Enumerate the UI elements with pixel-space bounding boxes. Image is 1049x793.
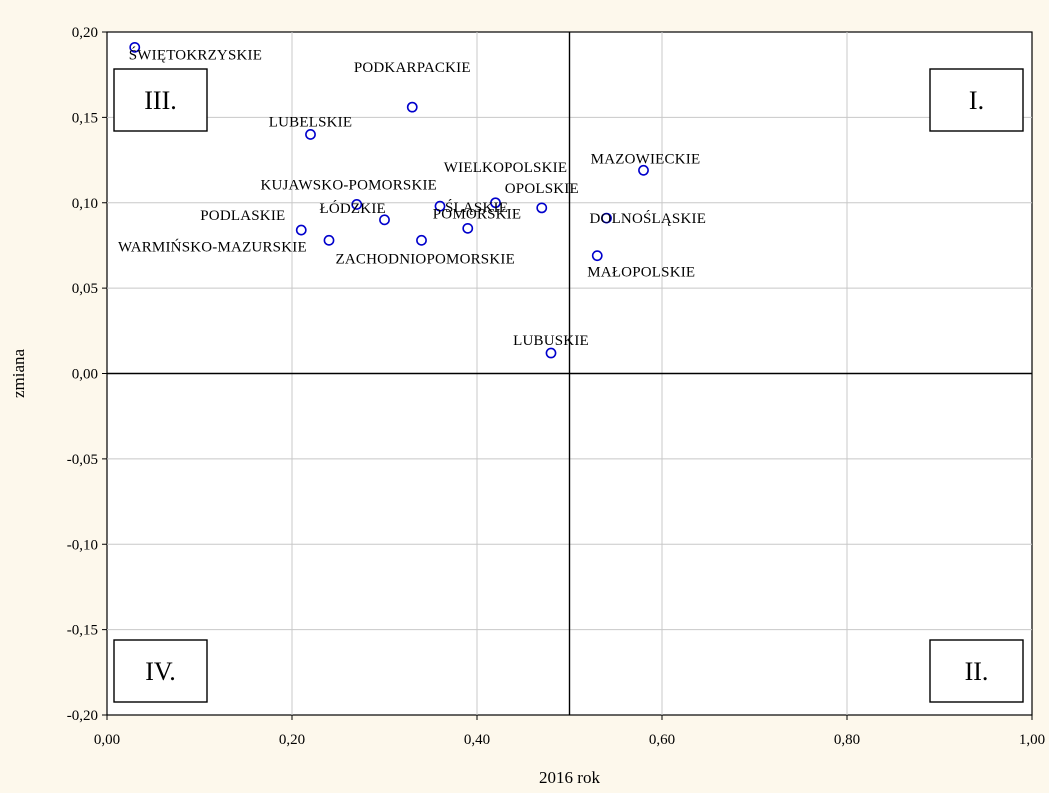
- y-tick-label: -0,10: [67, 537, 98, 553]
- point-label: WARMIŃSKO-MAZURSKIE: [118, 238, 307, 255]
- x-tick-label: 0,80: [834, 732, 860, 748]
- point-label: MAZOWIECKIE: [591, 151, 701, 167]
- data-point: [536, 202, 548, 214]
- data-point: [295, 224, 307, 236]
- x-tick-label: 0,00: [94, 732, 120, 748]
- point-label: DOLNOŚLĄSKIE: [590, 210, 707, 227]
- data-point: [462, 222, 474, 234]
- quadrant-label: II.: [965, 657, 989, 686]
- x-axis-title: 2016 rok: [539, 768, 600, 787]
- y-axis-title: zmiana: [9, 349, 28, 399]
- y-tick-label: 0,05: [72, 281, 98, 297]
- point-labels: ŚWIĘTOKRZYSKIE PODKARPACKIE LUBELSKIE MAZOW…: [118, 46, 706, 349]
- x-tick-label: 1,00: [1019, 732, 1045, 748]
- quadrant-frame: [113, 639, 208, 703]
- quadrant-label: I.: [969, 86, 984, 115]
- point-label: PODKARPACKIE: [354, 60, 471, 76]
- data-point: [379, 214, 390, 226]
- data-point: [351, 199, 363, 210]
- point-label: ŚLĄSKIE: [445, 199, 508, 216]
- y-tick-label: 0,00: [72, 367, 98, 383]
- quadrant-frame: [929, 68, 1024, 132]
- point-label: ŁÓDZKIE: [320, 200, 386, 217]
- y-tick-label: -0,20: [67, 708, 98, 724]
- data-point: [406, 101, 418, 113]
- point-label: MAŁOPOLSKIE: [587, 265, 695, 281]
- data-point: [323, 234, 335, 246]
- point-label: ZACHODNIOPOMORSKIE: [336, 251, 515, 267]
- x-tick-label: 0,40: [464, 732, 490, 748]
- quadrant-frame: [929, 639, 1024, 703]
- quadrant-labels: I. II. III. IV.: [113, 68, 1024, 703]
- point-label: ŚWIĘTOKRZYSKIE: [129, 46, 262, 63]
- y-tick-label: 0,15: [72, 110, 98, 126]
- quadrant-box: III.: [113, 68, 208, 132]
- quadrant-box: II.: [929, 639, 1024, 703]
- data-point: [591, 250, 603, 262]
- point-label: KUJAWSKO-POMORSKIE: [260, 177, 437, 193]
- point-label: PODLASKIE: [200, 208, 285, 224]
- quadrant-box: I.: [929, 68, 1024, 132]
- point-label: WIELKOPOLSKIE: [444, 160, 567, 176]
- data-point: [416, 234, 427, 246]
- data-point: [129, 41, 141, 53]
- axis-ticks: 0,00 0,20 0,40 0,60 0,80 1,00 0,20 0,15 0,10 0,05…: [67, 25, 1045, 748]
- y-tick-label: 0,20: [72, 25, 98, 41]
- data-point: [545, 347, 557, 359]
- data-points: [129, 41, 649, 359]
- quadrant-box: IV.: [113, 639, 208, 703]
- y-tick-label: 0,10: [72, 196, 98, 212]
- point-label: OPOLSKIE: [505, 181, 579, 197]
- point-label: LUBUSKIE: [513, 333, 589, 349]
- data-point: [434, 200, 446, 212]
- y-tick-label: -0,05: [67, 452, 98, 468]
- x-tick-label: 0,60: [649, 732, 675, 748]
- data-point: [601, 212, 612, 224]
- x-tick-label: 0,20: [279, 732, 305, 748]
- quadrant-label: IV.: [145, 657, 176, 686]
- quadrant-label: III.: [144, 86, 176, 115]
- point-label: LUBELSKIE: [269, 114, 352, 130]
- reference-lines: [107, 32, 1032, 715]
- data-point: [490, 197, 501, 209]
- quadrant-frame: [113, 68, 208, 132]
- data-point: [638, 164, 649, 176]
- data-point: [305, 129, 316, 140]
- point-label: POMORSKIE: [433, 206, 521, 222]
- y-tick-label: -0,15: [67, 623, 98, 639]
